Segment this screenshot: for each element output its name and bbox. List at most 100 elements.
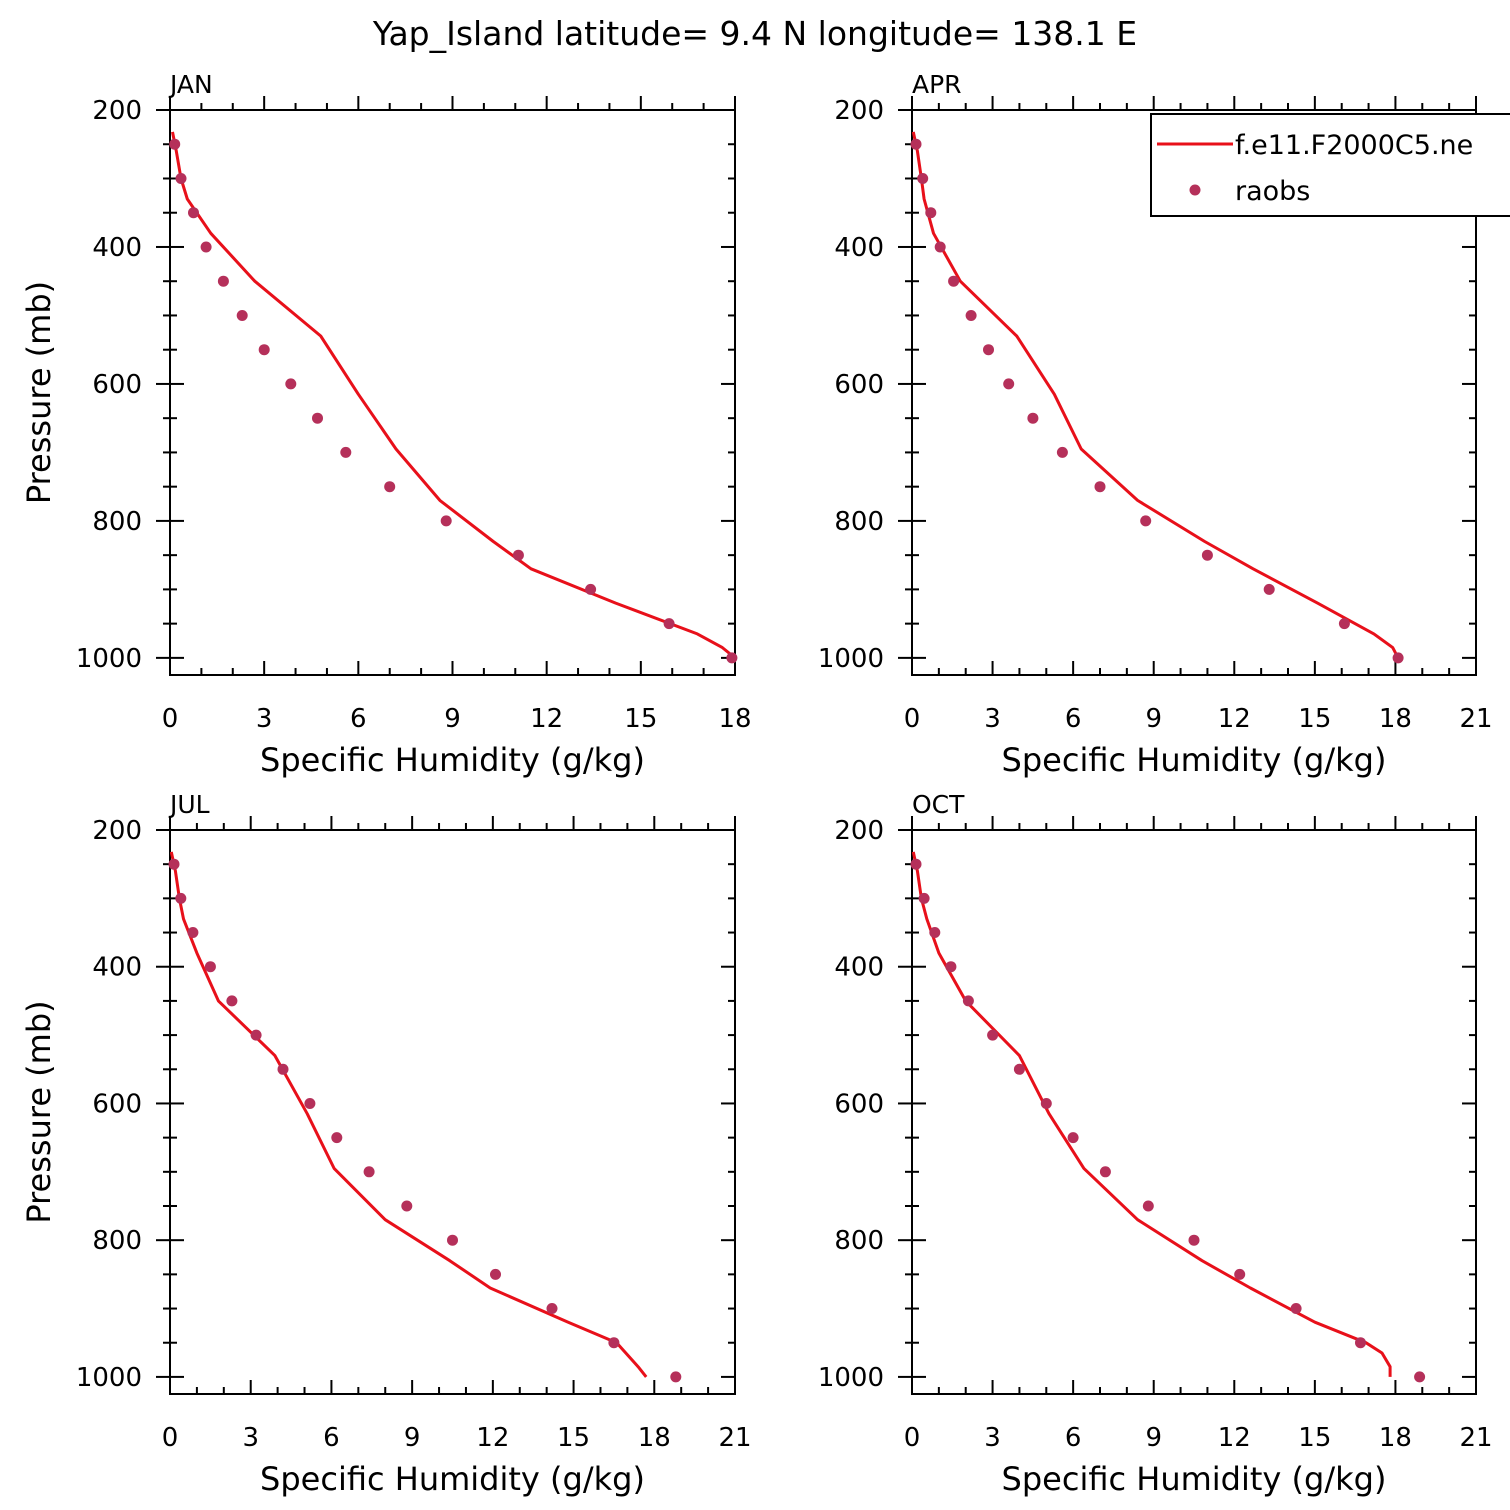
x-tick-label: 0: [162, 704, 179, 734]
raobs-point: [1140, 515, 1152, 527]
x-tick-label: 0: [162, 1423, 179, 1453]
plot-frame: [169, 109, 736, 676]
raobs-point: [987, 1029, 999, 1041]
x-tick-label: 0: [904, 1423, 921, 1453]
raobs-point: [490, 1268, 501, 1280]
plot-data: [170, 851, 648, 1378]
raobs-point: [962, 995, 974, 1007]
raobs-point: [447, 1234, 458, 1246]
raobs-point: [363, 1166, 375, 1178]
x-tick-label: 6: [350, 704, 367, 734]
raobs-point: [1056, 446, 1068, 458]
x-tick-label: 15: [557, 1423, 590, 1453]
raobs-point: [258, 344, 270, 356]
raobs-point: [384, 481, 396, 493]
raobs-point: [948, 275, 960, 287]
y-tick-label: 1000: [818, 1363, 884, 1393]
raobs-point: [585, 583, 597, 595]
panel-jan: 0 3 6 9 12 15 18 200 400 600 800 1000 Specific Humid…: [20, 70, 752, 779]
raobs-point: [175, 173, 187, 184]
raobs-point: [304, 1098, 316, 1109]
raobs-point: [512, 549, 524, 561]
x-tick-label: 21: [1459, 704, 1492, 734]
raobs-point: [204, 961, 216, 973]
x-tick-label: 9: [1145, 704, 1162, 734]
x-tick-label: 6: [1065, 1423, 1082, 1453]
raobs-point: [217, 275, 229, 287]
y-tick-label: 1000: [76, 644, 142, 674]
raobs-point: [945, 961, 957, 973]
y-tick-label: 200: [92, 816, 142, 846]
x-tick-label: 9: [1145, 1423, 1162, 1453]
raobs-point: [546, 1303, 558, 1314]
raobs-point: [1094, 481, 1106, 493]
x-tick-label: 9: [404, 1423, 421, 1453]
raobs-point: [983, 344, 994, 356]
x-tick-label: 3: [984, 1423, 1001, 1453]
plot-frame: [911, 829, 1477, 1395]
raobs-point: [1338, 618, 1350, 630]
x-axis-label: Specific Humidity (g/kg): [1002, 741, 1387, 779]
legend: f.e11.F2000C5.ne raobs: [1150, 113, 1510, 217]
x-axis-label: Specific Humidity (g/kg): [1002, 1460, 1387, 1498]
y-tick-label: 200: [834, 96, 884, 126]
y-axis-label: Pressure (mb): [20, 281, 58, 504]
x-tick-label: 15: [624, 704, 657, 734]
panel-label: JAN: [168, 70, 213, 99]
raobs-point: [277, 1063, 289, 1075]
panel-oct: 0 3 6 9 12 15 18 21 200 400 600 800 1000 Specific Hum…: [818, 790, 1493, 1498]
y-tick-label: 800: [92, 507, 142, 537]
plot-data: [171, 131, 735, 660]
legend-label: raobs: [1235, 176, 1310, 207]
x-tick-label: 6: [323, 1423, 340, 1453]
raobs-point: [1234, 1268, 1246, 1280]
raobs-point: [965, 310, 977, 321]
raobs-point: [169, 138, 181, 150]
raobs-point: [188, 207, 199, 219]
raobs-point: [1067, 1132, 1079, 1144]
raobs-point: [226, 995, 238, 1007]
panel-label: OCT: [912, 790, 965, 819]
x-tick-label: 21: [718, 1423, 751, 1453]
x-axis-label: Specific Humidity (g/kg): [260, 1460, 645, 1498]
raobs-point: [1414, 1371, 1426, 1383]
raobs-point: [910, 858, 922, 870]
figure-title: Yap_Island latitude= 9.4 N longitude= 13…: [372, 14, 1137, 53]
raobs-point: [1290, 1303, 1302, 1314]
x-tick-label: 3: [256, 704, 273, 734]
x-tick-label: 3: [984, 704, 1001, 734]
x-tick-label: 18: [718, 704, 751, 734]
panel-jul: 0 3 6 9 12 15 18 21 200 400 600 800 1000 Specific Hum…: [20, 790, 752, 1498]
raobs-point: [331, 1132, 343, 1144]
x-tick-label: 18: [1379, 704, 1412, 734]
raobs-point: [670, 1371, 682, 1383]
panel-label: APR: [912, 70, 962, 99]
x-tick-label: 18: [638, 1423, 671, 1453]
raobs-point: [340, 446, 352, 458]
y-tick-label: 800: [92, 1226, 142, 1256]
x-tick-label: 3: [242, 1423, 259, 1453]
y-tick-label: 400: [834, 233, 884, 263]
raobs-point: [187, 927, 199, 938]
raobs-point: [1099, 1166, 1111, 1178]
raobs-point: [200, 241, 212, 253]
raobs-point: [929, 927, 941, 938]
x-tick-label: 21: [1459, 1423, 1492, 1453]
x-tick-label: 15: [1298, 1423, 1331, 1453]
plot-frame: [911, 109, 1477, 676]
raobs-point: [1188, 1234, 1200, 1246]
plot-data: [912, 851, 1392, 1377]
y-tick-label: 600: [92, 370, 142, 400]
raobs-point: [236, 310, 248, 321]
raobs-point: [726, 652, 738, 664]
x-tick-label: 6: [1065, 704, 1082, 734]
x-tick-label: 18: [1379, 1423, 1412, 1453]
y-axis-label: Pressure (mb): [20, 1000, 58, 1223]
x-tick-label: 0: [904, 704, 921, 734]
raobs-point: [1003, 378, 1015, 390]
y-tick-label: 600: [834, 370, 884, 400]
y-tick-label: 800: [834, 507, 884, 537]
panel-apr: 0 3 6 9 12 15 18 21 200 400 600 800 1000 Specific Hum…: [818, 70, 1510, 779]
